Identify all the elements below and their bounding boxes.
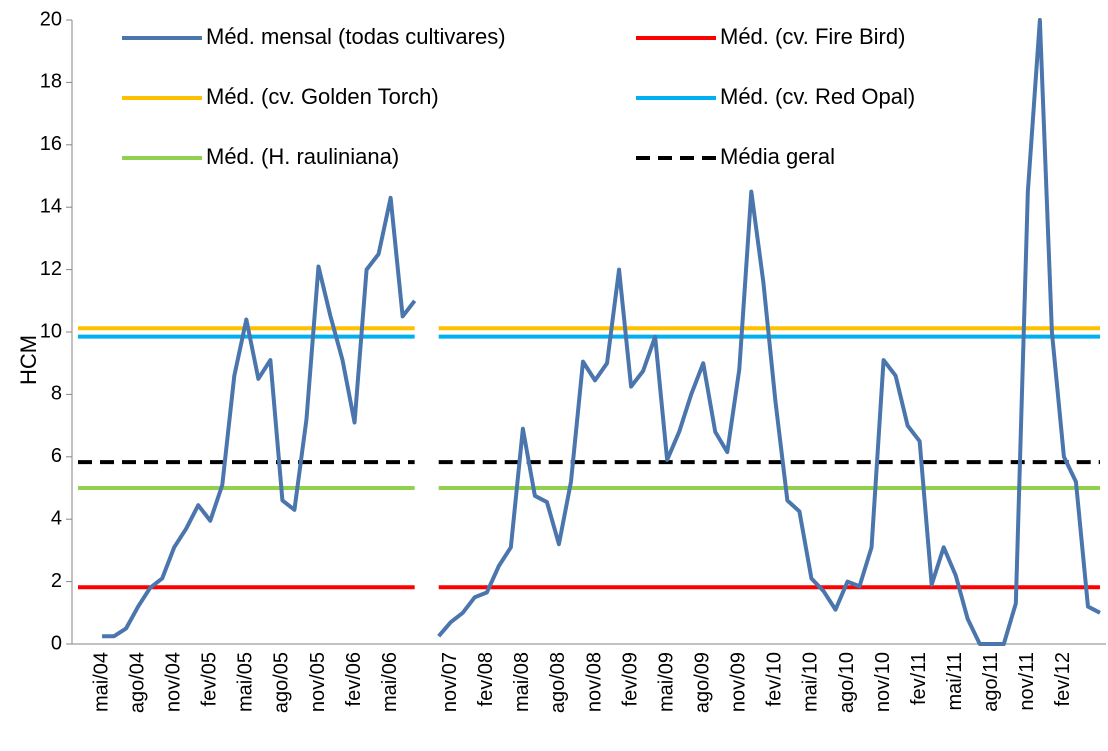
x-tick-label: mai/05 — [235, 652, 257, 712]
x-tick-label: mai/08 — [511, 652, 533, 712]
x-tick-label: ago/10 — [836, 652, 858, 713]
legend-label: Média geral — [720, 144, 835, 169]
legend-label: Méd. mensal (todas cultivares) — [206, 24, 506, 49]
x-tick-label: ago/08 — [547, 652, 569, 713]
x-tick-label: nov/09 — [728, 652, 750, 712]
x-tick-label: fev/09 — [619, 652, 641, 706]
y-tick-label: 12 — [40, 258, 62, 280]
y-tick-label: 20 — [40, 8, 62, 30]
legend-label: Méd. (cv. Fire Bird) — [720, 24, 905, 49]
x-tick-label: ago/09 — [692, 652, 714, 713]
x-tick-label: ago/05 — [271, 652, 293, 713]
x-tick-label: fev/05 — [199, 652, 221, 706]
x-tick-label: nov/07 — [439, 652, 461, 712]
y-tick-label: 14 — [40, 195, 62, 217]
x-tick-label: ago/04 — [126, 652, 148, 713]
x-tick-label: mai/06 — [379, 652, 401, 712]
x-tick-label: ago/11 — [980, 652, 1002, 712]
y-tick-label: 2 — [51, 570, 62, 592]
x-tick-label: nov/05 — [307, 652, 329, 712]
legend-label: Méd. (cv. Red Opal) — [720, 84, 915, 109]
x-tick-label: mai/10 — [800, 652, 822, 712]
y-tick-label: 8 — [51, 383, 62, 405]
x-tick-label: fev/10 — [764, 652, 786, 706]
x-tick-label: mai/11 — [944, 652, 966, 711]
x-tick-label: fev/12 — [1052, 652, 1074, 706]
y-tick-label: 16 — [40, 133, 62, 155]
y-tick-label: 4 — [51, 507, 62, 529]
y-tick-label: 18 — [40, 71, 62, 93]
y-axis-label: HCM — [16, 335, 41, 385]
x-tick-label: fev/11 — [908, 652, 930, 705]
x-tick-label: nov/10 — [872, 652, 894, 712]
y-tick-label: 0 — [51, 632, 62, 654]
legend-label: Méd. (cv. Golden Torch) — [206, 84, 439, 109]
x-tick-label: nov/04 — [162, 652, 184, 712]
x-tick-label: mai/04 — [90, 652, 112, 712]
legend-label: Méd. (H. rauliniana) — [206, 144, 399, 169]
x-tick-label: nov/08 — [583, 652, 605, 712]
x-tick-label: nov/11 — [1016, 652, 1038, 711]
x-tick-label: mai/09 — [655, 652, 677, 712]
y-tick-label: 6 — [51, 445, 62, 467]
y-tick-label: 10 — [40, 320, 62, 342]
series-line — [102, 18, 1101, 646]
x-tick-label: fev/06 — [343, 652, 365, 706]
x-tick-label: fev/08 — [475, 652, 497, 706]
